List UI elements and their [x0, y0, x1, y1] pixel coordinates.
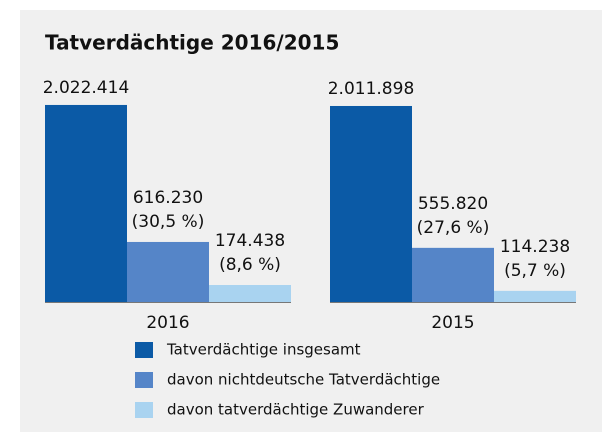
x-tick-label: 2016 [146, 313, 189, 333]
value-label: 616.230 [133, 188, 203, 208]
share-label: (27,6 %) [417, 218, 490, 238]
value-label: 555.820 [418, 194, 488, 214]
bar [45, 104, 127, 302]
legend-swatch [135, 402, 153, 418]
value-label: 2.022.414 [43, 78, 130, 98]
value-label: 174.438 [215, 231, 285, 251]
legend-swatch [135, 372, 153, 388]
value-label: 2.011.898 [328, 79, 415, 99]
bar [330, 105, 412, 303]
legend-label: davon nichtdeutsche Tatverdächtige [167, 371, 440, 389]
bar [209, 285, 291, 302]
bar [412, 247, 494, 302]
value-label: 114.238 [500, 237, 570, 257]
chart-title: Tatverdächtige 2016/2015 [45, 31, 339, 55]
bar [494, 290, 576, 302]
share-label: (8,6 %) [219, 255, 281, 275]
share-label: (30,5 %) [132, 212, 205, 232]
share-label: (5,7 %) [504, 261, 566, 281]
legend-label: davon tatverdächtige Zuwanderer [167, 401, 425, 419]
x-tick-label: 2015 [431, 313, 474, 333]
bar [127, 241, 209, 302]
legend-label: Tatverdächtige insgesamt [166, 341, 361, 359]
legend-swatch [135, 342, 153, 358]
